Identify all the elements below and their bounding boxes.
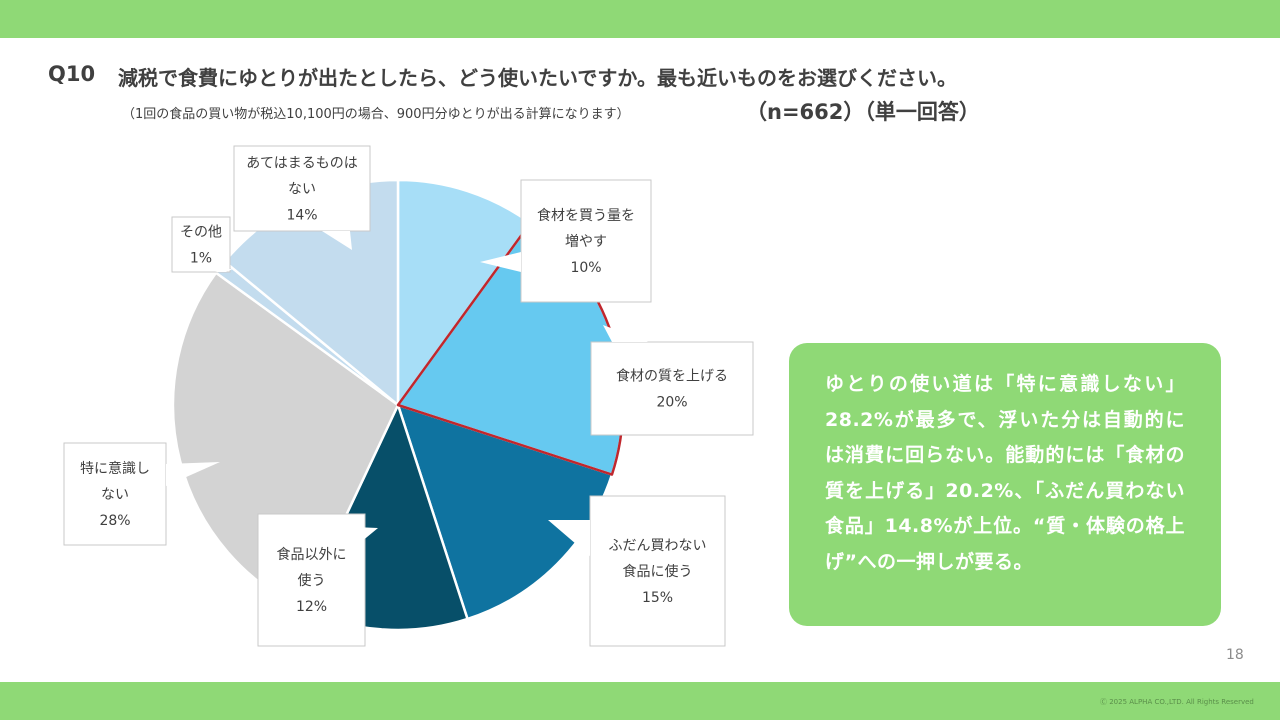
page-number: 18 <box>1226 647 1244 663</box>
slice-label: その他 <box>180 225 222 241</box>
callout-pointer <box>548 520 590 556</box>
copyright-text: Ⓒ 2025 ALPHA CO.,LTD. All Rights Reserve… <box>1100 698 1254 706</box>
slice-label: ふだん買わない <box>609 538 707 554</box>
callout-pointer <box>166 462 220 486</box>
data-label: 15% <box>642 590 673 606</box>
question-note: （1回の食品の買い物が税込10,100円の場合、900円分ゆとりが出る計算になり… <box>122 107 630 122</box>
callout-pointer <box>215 268 235 272</box>
slice-label: 食品以外に <box>277 546 347 563</box>
question-text: 減税で食費にゆとりが出たとしたら、どう使いたいですか。最も近いものをお選びくださ… <box>118 66 957 90</box>
callout-pointer <box>480 252 521 272</box>
slice-label: 食材の質を上げる <box>616 368 728 385</box>
question-number: Q10 <box>48 62 96 86</box>
slice-label: ない <box>288 182 316 198</box>
slice-label: 増やす <box>565 234 607 250</box>
summary-box: ゆとりの使い道は「特に意識しない」28.2%が最多で、浮いた分は自動的には消費に… <box>789 343 1221 626</box>
pie-slice <box>396 403 614 621</box>
slice-label: ない <box>101 487 129 503</box>
slice-label: 食品に使う <box>623 563 693 580</box>
callout-box <box>590 341 754 436</box>
slice-label: あてはまるものは <box>246 156 357 172</box>
top-accent-band <box>0 0 1280 38</box>
data-label: 10% <box>570 260 601 276</box>
callout-box <box>63 442 167 546</box>
data-label: 28% <box>99 513 130 529</box>
bottom-accent-band <box>0 682 1280 720</box>
callout-pointer <box>330 526 378 556</box>
data-label: 1% <box>190 251 212 267</box>
callout-box <box>233 145 371 232</box>
callout-pointer <box>603 325 648 342</box>
slice-label: 使う <box>298 572 326 589</box>
data-label: 14% <box>286 208 317 224</box>
data-label: 20% <box>656 395 687 411</box>
callout-box <box>520 179 652 303</box>
summary-text: ゆとりの使い道は「特に意識しない」28.2%が最多で、浮いた分は自動的には消費に… <box>825 373 1185 573</box>
slice-label: 食材を買う量を <box>537 207 635 224</box>
callout-box <box>589 495 726 647</box>
callout-pointer <box>322 231 352 250</box>
data-label: 12% <box>296 599 327 615</box>
sample-size-label: （n=662）（単一回答） <box>746 100 980 124</box>
callout-box <box>171 216 231 273</box>
slice-label: 特に意識し <box>80 460 150 477</box>
